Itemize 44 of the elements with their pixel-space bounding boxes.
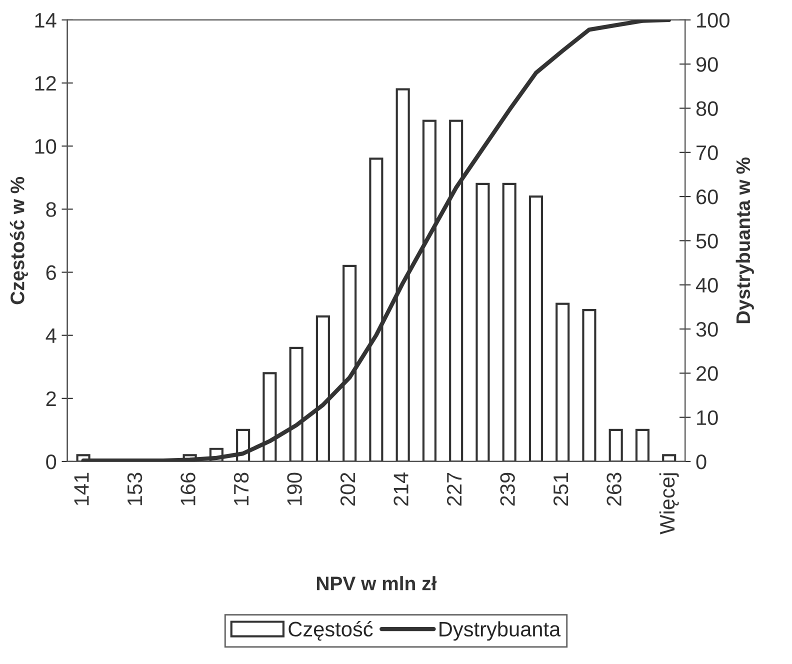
y-tick-label: 2 [46, 391, 56, 406]
y2-tick-label: 60 [696, 190, 718, 204]
y2-tick-label: 40 [696, 278, 718, 293]
y2-tick-label: 50 [696, 234, 718, 248]
y2-tick-label: 70 [696, 145, 718, 160]
x-tick-label: 202 [340, 472, 356, 506]
y2-tick-label: 30 [696, 322, 718, 337]
bar [556, 302, 570, 462]
y-tick-label: 10 [35, 139, 56, 154]
x-tick-label: 214 [394, 472, 408, 506]
y2-tick-label: 80 [696, 101, 718, 116]
legend-label: Częstość [288, 621, 373, 641]
y2-tick-label: 0 [696, 454, 706, 470]
bar [502, 182, 516, 462]
y-tick-label: 6 [46, 265, 56, 280]
y2-axis-title: Dystrybuanta w % [736, 157, 754, 324]
y-tick-label: 4 [46, 328, 56, 343]
x-tick-label: 166 [180, 472, 196, 506]
bar [608, 428, 623, 462]
y-tick-label: 14 [35, 13, 56, 28]
x-tick-label: 178 [234, 472, 249, 506]
bar [662, 454, 676, 462]
x-tick-label: 239 [500, 472, 515, 506]
x-tick-label: 263 [606, 472, 622, 506]
bar [476, 182, 490, 462]
y2-tick-label: 90 [696, 57, 718, 72]
x-tick-label: 227 [446, 472, 462, 506]
x-tick-label: 190 [287, 472, 302, 506]
y-axis-title: Częstość w % [10, 176, 28, 304]
x-tick-label: Więcej [659, 473, 679, 534]
bar [635, 428, 650, 462]
bar [528, 196, 543, 462]
y2-tick-label: 10 [697, 410, 718, 426]
y-tick-label: 0 [46, 454, 56, 470]
y-tick-label: 12 [35, 76, 56, 91]
y-tick-label: 8 [46, 202, 56, 217]
legend-label: Dystrybuanta [440, 621, 561, 641]
x-tick-label: 141 [74, 472, 89, 506]
bar [582, 309, 596, 462]
x-axis-title: NPV w mln zł [317, 576, 437, 590]
x-tick-label: 153 [127, 472, 142, 506]
y2-tick-label: 100 [697, 12, 730, 28]
x-tick-label: 251 [553, 472, 568, 506]
y2-tick-label: 20 [696, 366, 718, 381]
